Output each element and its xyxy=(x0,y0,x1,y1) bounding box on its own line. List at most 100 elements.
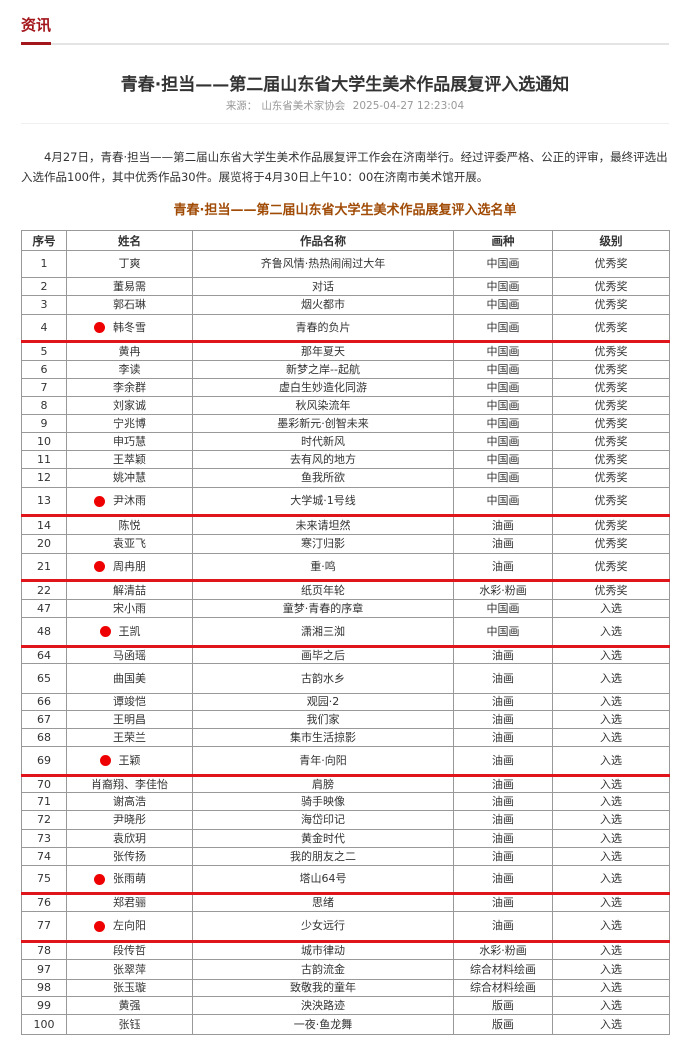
cell-level: 入选 xyxy=(552,996,670,1015)
table-row: 69 王颖 青年·向阳 油画 入选 xyxy=(21,746,670,777)
cell-level: 优秀奖 xyxy=(552,414,670,433)
cell-level: 入选 xyxy=(552,810,670,830)
cell-name: 郭石琳 xyxy=(66,295,193,315)
red-dot-marker-icon xyxy=(94,873,105,885)
cell-work-text: 致敬我的童年 xyxy=(290,981,356,994)
cell-work-text: 去有风的地方 xyxy=(290,452,356,466)
cell-no-text: 74 xyxy=(37,849,51,863)
cell-no: 66 xyxy=(21,693,67,711)
cell-type: 油画 xyxy=(453,746,553,777)
cell-name: 李余群 xyxy=(66,378,193,397)
cell-name-text: 王荣兰 xyxy=(113,730,146,744)
cell-no-text: 69 xyxy=(37,753,51,767)
header-type: 画种 xyxy=(453,230,553,251)
cell-name: 黄强 xyxy=(66,996,193,1015)
cell-no: 4 xyxy=(21,314,67,343)
cell-level-text: 优秀奖 xyxy=(594,362,628,376)
cell-type-text: 中国画 xyxy=(486,257,520,270)
cell-work-text: 塔山64号 xyxy=(299,872,347,885)
cell-level-text: 优秀奖 xyxy=(594,434,628,448)
cell-level: 入选 xyxy=(552,893,670,912)
cell-no: 47 xyxy=(21,599,67,618)
cell-no-text: 47 xyxy=(37,601,51,615)
cell-work-text: 思绪 xyxy=(312,896,334,909)
cell-work-text: 海岱印记 xyxy=(301,813,345,826)
cell-work: 烟火都市 xyxy=(192,295,454,315)
cell-work-text: 烟火都市 xyxy=(301,298,345,311)
red-dot-marker-icon xyxy=(94,322,105,333)
table-header-row: 序号 姓名 作品名称 画种 级别 xyxy=(21,230,670,251)
cell-level: 优秀奖 xyxy=(552,360,670,379)
cell-no: 48 xyxy=(21,617,67,648)
cell-name-text: 段传哲 xyxy=(113,944,146,957)
cell-no-text: 99 xyxy=(37,998,51,1012)
cell-work: 黄金时代 xyxy=(192,829,454,848)
cell-type-text: 油画 xyxy=(492,813,514,826)
cell-no-text: 10 xyxy=(37,434,51,448)
cell-name: 王荣兰 xyxy=(66,728,193,747)
cell-name-text: 王颖 xyxy=(118,753,141,767)
cell-no-text: 72 xyxy=(37,813,51,826)
cell-work: 一夜·鱼龙舞 xyxy=(192,1014,454,1035)
cell-work: 对话 xyxy=(192,277,454,296)
cell-name-text: 张翠萍 xyxy=(113,962,146,976)
cell-name: 宋小雨 xyxy=(66,599,193,618)
cell-name: 左向阳 xyxy=(66,911,193,943)
table-row: 67 王明昌 我们家 油画 入选 xyxy=(21,710,670,729)
cell-work-text: 集市生活掠影 xyxy=(290,730,356,744)
cell-name-text: 姚冲慧 xyxy=(113,471,146,484)
table-row: 1 丁爽 齐鲁风情·热热闹闹过大年 中国画 优秀奖 xyxy=(21,250,670,278)
cell-type-text: 中国画 xyxy=(486,452,520,466)
cell-name: 张钰 xyxy=(66,1014,193,1035)
cell-name: 刘家诚 xyxy=(66,396,193,415)
cell-name-text: 袁欣玥 xyxy=(113,831,146,845)
cell-type-text: 油画 xyxy=(492,648,514,662)
cell-level-text: 入选 xyxy=(600,919,622,932)
cell-level-text: 优秀奖 xyxy=(594,298,628,311)
cell-work: 古韵流金 xyxy=(192,959,454,980)
cell-name-text: 韩冬雪 xyxy=(113,320,146,334)
cell-level: 优秀奖 xyxy=(552,487,670,517)
cell-no: 11 xyxy=(21,450,67,469)
selection-table: 序号 姓名 作品名称 画种 级别 1 丁爽 齐鲁风情·热热闹闹过大年 中国画 优秀奖 2 董… xyxy=(21,230,670,1035)
cell-type-text: 油画 xyxy=(492,831,514,845)
cell-no-text: 20 xyxy=(37,537,51,550)
cell-no-text: 78 xyxy=(37,944,51,957)
cell-name-text: 尹沐雨 xyxy=(113,494,146,507)
cell-no-text: 22 xyxy=(37,583,51,597)
cell-level: 入选 xyxy=(552,646,670,664)
cell-type-text: 油画 xyxy=(492,919,514,932)
cell-name-text: 曲国美 xyxy=(113,671,146,685)
cell-type: 油画 xyxy=(453,810,553,830)
cell-no: 9 xyxy=(21,414,67,433)
list-title: 青春·担当——第二届山东省大学生美术作品展复评入选名单 xyxy=(173,203,517,218)
cell-level-text: 优秀奖 xyxy=(594,537,628,550)
cell-no: 1 xyxy=(21,250,67,278)
section-tab-news[interactable]: 资讯 xyxy=(21,16,52,34)
cell-no-text: 66 xyxy=(37,695,51,708)
cell-name: 谭竣恺 xyxy=(66,693,193,711)
cell-type-text: 中国画 xyxy=(486,320,520,334)
cell-work-text: 潇湘三洳 xyxy=(301,624,345,638)
cell-level-text: 优秀奖 xyxy=(594,320,628,334)
cell-type-text: 油画 xyxy=(492,794,514,808)
cell-no: 6 xyxy=(21,360,67,379)
cell-work: 童梦·青春的序章 xyxy=(192,599,454,618)
cell-name-text: 谢高浩 xyxy=(113,794,146,808)
cell-no: 68 xyxy=(21,728,67,747)
cell-level: 入选 xyxy=(552,941,670,960)
cell-work: 泱泱路迹 xyxy=(192,996,454,1015)
cell-type: 中国画 xyxy=(453,360,553,379)
cell-name: 陈悦 xyxy=(66,515,193,535)
cell-type: 中国画 xyxy=(453,250,553,278)
cell-level: 入选 xyxy=(552,693,670,711)
cell-level: 入选 xyxy=(552,746,670,777)
cell-no-text: 2 xyxy=(40,279,48,293)
cell-type-text: 油画 xyxy=(492,537,514,550)
cell-level: 入选 xyxy=(552,617,670,648)
cell-no: 20 xyxy=(21,534,67,554)
cell-level-text: 入选 xyxy=(600,712,622,726)
cell-name-text: 宋小雨 xyxy=(113,601,146,615)
cell-type: 油画 xyxy=(453,775,553,793)
cell-level: 入选 xyxy=(552,1014,670,1035)
